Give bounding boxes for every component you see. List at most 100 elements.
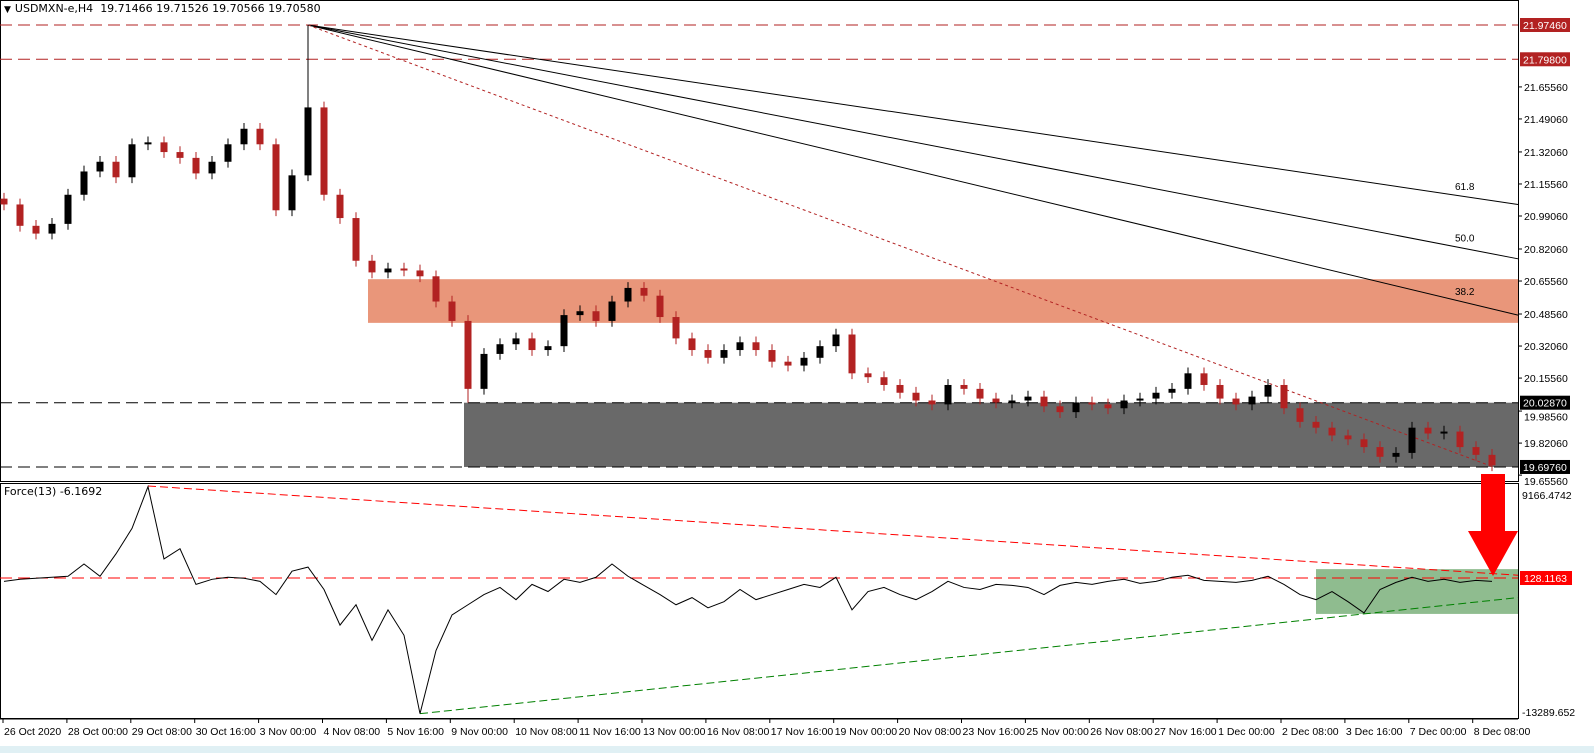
candle-body: [272, 144, 280, 211]
y-tick-label: 19.65560: [1524, 476, 1568, 488]
candle: [1008, 394, 1016, 409]
candle-body: [352, 218, 360, 261]
x-tick-label: 16 Nov 08:00: [707, 726, 770, 738]
resistance-zone: [368, 279, 1518, 323]
candle: [1296, 402, 1304, 428]
candle-body: [1440, 431, 1448, 434]
candle-body: [1488, 454, 1496, 466]
y-tick-label: 20.65560: [1524, 276, 1568, 288]
candle-body: [560, 315, 568, 347]
price-tag-label: 20.02870: [1523, 398, 1567, 410]
candle: [992, 392, 1000, 409]
candle: [896, 379, 904, 399]
candle: [1440, 425, 1448, 440]
candle: [960, 379, 968, 395]
candle-body: [976, 388, 984, 399]
candle-body: [848, 334, 856, 374]
candle: [528, 332, 536, 356]
x-tick-label: 3 Dec 16:00: [1346, 726, 1403, 738]
candle: [576, 305, 584, 321]
candle: [1040, 390, 1048, 413]
candle-body: [160, 142, 168, 153]
candle-body: [1328, 427, 1336, 436]
candle: [1424, 421, 1432, 440]
candle: [448, 295, 456, 327]
candle-body: [368, 260, 376, 273]
candle: [640, 282, 648, 302]
candle: [1472, 441, 1480, 461]
candle-body: [1216, 384, 1224, 399]
candle-body: [640, 287, 648, 296]
candle: [1328, 421, 1336, 442]
indicator-tag-label: 128.1163: [1524, 573, 1567, 585]
candle: [800, 351, 808, 372]
candle-body: [1152, 392, 1160, 399]
x-tick-label: 1 Dec 00:00: [1218, 726, 1275, 738]
candle-body: [608, 301, 616, 321]
candle: [928, 394, 936, 411]
x-tick-label: 19 Nov 00:00: [835, 726, 898, 738]
candle-body: [624, 287, 632, 302]
candle: [368, 254, 376, 279]
candle: [832, 328, 840, 352]
price-tag-label: 21.97460: [1523, 20, 1567, 32]
candle: [1056, 400, 1064, 418]
indicator-trendline: [419, 597, 1519, 715]
candle-body: [864, 373, 872, 378]
x-tick-label: 26 Nov 08:00: [1090, 726, 1153, 738]
candle-body: [672, 317, 680, 339]
down-arrow-icon: [1468, 474, 1518, 576]
candle: [480, 348, 488, 395]
candle-body: [720, 350, 728, 358]
candle-body: [1120, 400, 1128, 409]
x-tick-label: 3 Nov 00:00: [260, 726, 317, 738]
candle-body: [176, 152, 184, 158]
candle: [1200, 367, 1208, 391]
candle-body: [704, 350, 712, 358]
candle: [256, 122, 264, 151]
candle-body: [304, 107, 312, 176]
candle-body: [416, 270, 424, 277]
candle-body: [1040, 396, 1048, 407]
candle: [32, 219, 40, 240]
candle-body: [656, 295, 664, 318]
candle: [864, 367, 872, 384]
candle: [1216, 379, 1224, 405]
candle-body: [1472, 447, 1480, 455]
price-tag-bg: [1520, 52, 1570, 67]
dropdown-triangle-icon[interactable]: ▼: [4, 5, 11, 15]
candle-body: [576, 311, 584, 316]
candle-body: [1312, 421, 1320, 428]
candle-body: [1392, 452, 1400, 457]
y-tick-label: 21.32060: [1524, 147, 1568, 159]
candle-body: [736, 342, 744, 351]
price-tag-bg: [1520, 18, 1570, 32]
candle: [1152, 386, 1160, 405]
candle-body: [512, 338, 520, 345]
candle-body: [224, 144, 232, 162]
x-tick-label: 2 Dec 08:00: [1282, 726, 1339, 738]
candle: [608, 295, 616, 327]
candle-body: [1408, 427, 1416, 453]
candle-body: [544, 346, 552, 351]
candle: [688, 332, 696, 356]
candle: [544, 340, 552, 356]
candle: [976, 383, 984, 405]
candle: [560, 309, 568, 352]
candle: [672, 311, 680, 345]
candle: [1184, 367, 1192, 395]
candle: [768, 344, 776, 368]
x-tick-label: 28 Oct 00:00: [68, 726, 128, 738]
candle-body: [1200, 373, 1208, 385]
candle: [64, 188, 72, 230]
candle: [1024, 390, 1032, 407]
candle-body: [1008, 400, 1016, 403]
x-tick-label: 20 Nov 08:00: [899, 726, 962, 738]
candle: [496, 338, 504, 360]
candle-body: [784, 361, 792, 366]
candle: [1264, 379, 1272, 403]
indicator-y-label: -13289.652: [1522, 707, 1575, 719]
candle-body: [48, 223, 56, 234]
candle: [944, 379, 952, 411]
